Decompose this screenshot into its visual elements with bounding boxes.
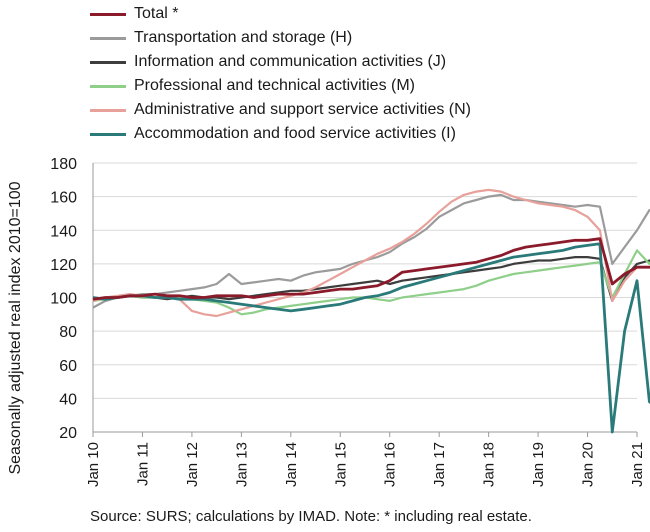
y-tick-label: 40 — [59, 391, 77, 408]
y-axis-label: Seasonally adjusted real index 2010=100 — [7, 181, 24, 475]
legend: Total * Transportation and storage (H) Inf… — [90, 2, 471, 146]
legend-item: Administrative and support service activ… — [90, 98, 471, 122]
legend-swatch — [90, 84, 126, 88]
x-tick-label: Jan 14 — [283, 442, 300, 487]
y-tick-label: 80 — [59, 324, 77, 341]
x-tick-label: Jan 21 — [629, 442, 646, 487]
legend-label: Administrative and support service activ… — [134, 101, 472, 118]
x-tick-label: Jan 17 — [431, 442, 448, 487]
legend-swatch — [90, 108, 126, 112]
y-tick-label: 20 — [59, 425, 77, 442]
legend-item: Transportation and storage (H) — [90, 26, 471, 50]
legend-swatch — [90, 60, 126, 64]
series-line-1 — [92, 237, 650, 301]
legend-item: Information and communication activities… — [90, 50, 471, 74]
legend-item: Total * — [90, 2, 471, 26]
y-tick-label: 100 — [50, 291, 77, 308]
x-tick-label: Jan 16 — [382, 442, 399, 487]
series-lines — [92, 188, 650, 434]
y-tick-label: 120 — [50, 257, 77, 274]
y-tick-label: 60 — [59, 358, 77, 375]
y-tick-label: 160 — [50, 190, 77, 207]
legend-label: Accommodation and food service activitie… — [134, 125, 456, 142]
legend-item: Accommodation and food service activitie… — [90, 122, 471, 146]
legend-swatch — [90, 132, 126, 136]
x-tick-label: Jan 15 — [332, 442, 349, 487]
series-line-5 — [92, 188, 650, 318]
x-axis-ticks: Jan 10 Jan 11 Jan 12 Jan 13 Jan 14 Jan 15 Jan … — [85, 432, 646, 487]
x-tick-label: Jan 10 — [85, 442, 102, 487]
y-tick-label: 140 — [50, 223, 77, 240]
x-tick-label: Jan 19 — [530, 442, 547, 487]
y-tick-label: 180 — [50, 156, 77, 173]
x-tick-label: Jan 13 — [233, 442, 250, 487]
legend-label: Professional and technical activities (M… — [134, 77, 416, 94]
legend-item: Professional and technical activities (M… — [90, 74, 471, 98]
source-note: Source: SURS; calculations by IMAD. Note… — [90, 508, 532, 525]
legend-label: Information and communication activities… — [134, 53, 447, 70]
legend-label: Total * — [134, 5, 179, 22]
x-tick-label: Jan 20 — [580, 442, 597, 487]
x-tick-label: Jan 18 — [481, 442, 498, 487]
series-line-6 — [92, 242, 650, 434]
series-line-2 — [92, 193, 650, 309]
legend-label: Transportation and storage (H) — [134, 29, 353, 46]
legend-swatch — [90, 36, 126, 40]
legend-swatch — [90, 12, 126, 16]
y-axis-ticks: 20 40 60 80 100 120 140 160 180 — [50, 156, 77, 442]
x-tick-label: Jan 11 — [134, 442, 151, 486]
x-tick-label: Jan 12 — [184, 442, 201, 487]
